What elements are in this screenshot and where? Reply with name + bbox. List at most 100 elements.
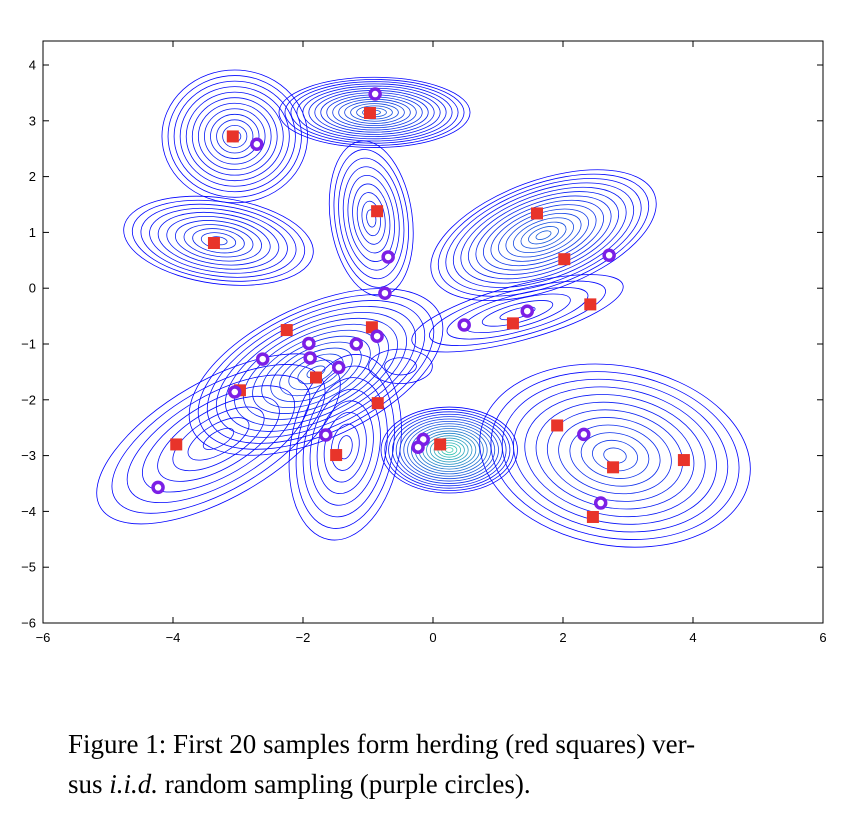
caption-line-1: Figure 1: First 20 samples form herding … bbox=[68, 729, 696, 759]
x-tick-label: 4 bbox=[689, 630, 696, 645]
contour-line bbox=[535, 401, 695, 510]
contour-line bbox=[498, 208, 589, 262]
contour-line bbox=[513, 386, 717, 525]
contour-line bbox=[446, 287, 589, 340]
contour-line bbox=[569, 424, 661, 487]
contour-line bbox=[380, 406, 518, 494]
contour-line bbox=[460, 186, 627, 284]
random-sample-circle bbox=[332, 360, 346, 375]
contour-line bbox=[185, 91, 284, 182]
random-sample-circle bbox=[319, 428, 333, 442]
contour-line bbox=[309, 388, 381, 506]
herding-sample-square bbox=[310, 371, 322, 384]
contour-line bbox=[558, 417, 672, 495]
contour-line bbox=[222, 124, 248, 148]
contour-line bbox=[111, 364, 326, 514]
contour-line bbox=[481, 300, 554, 327]
contour-line bbox=[445, 447, 454, 453]
contour-line bbox=[172, 406, 265, 472]
contour-line bbox=[210, 113, 260, 159]
caption-text: sus bbox=[68, 769, 110, 799]
herding-sample-square bbox=[607, 461, 620, 474]
contour-line bbox=[338, 157, 405, 280]
contour-line bbox=[505, 212, 582, 258]
contour-line bbox=[140, 203, 297, 278]
x-tick-label: 0 bbox=[429, 630, 436, 645]
contour-line bbox=[403, 420, 496, 480]
contour-line bbox=[366, 209, 377, 228]
random-sample-circle bbox=[381, 250, 395, 264]
herding-sample-square bbox=[226, 130, 239, 143]
contour-line bbox=[296, 83, 453, 142]
contour-line bbox=[288, 354, 402, 541]
contour-line bbox=[328, 140, 414, 297]
herding-sample-square bbox=[506, 317, 519, 330]
contour-line bbox=[467, 191, 620, 280]
contour-line bbox=[445, 178, 642, 293]
contour-line bbox=[410, 425, 488, 475]
contour-line bbox=[479, 363, 751, 548]
x-tick-label: 2 bbox=[559, 630, 566, 645]
contour-line bbox=[179, 86, 290, 187]
contour-line bbox=[528, 226, 559, 245]
contour-line bbox=[216, 119, 254, 154]
random-sample-circle bbox=[151, 480, 165, 495]
contour-line bbox=[524, 394, 706, 518]
contour-line bbox=[342, 166, 400, 271]
contour-line bbox=[234, 317, 398, 426]
contour-line bbox=[490, 371, 740, 540]
random-sample-circle bbox=[602, 248, 616, 263]
y-tick-label: 1 bbox=[29, 225, 36, 240]
contour-line bbox=[429, 437, 469, 463]
herding-sample-square bbox=[170, 438, 183, 451]
contour-line bbox=[187, 417, 250, 461]
herding-sample-square bbox=[434, 438, 447, 451]
contour-line bbox=[252, 329, 380, 414]
random-sample-circle bbox=[303, 351, 317, 365]
random-sample-circle bbox=[349, 337, 364, 351]
contour-line bbox=[347, 174, 395, 262]
contour-line bbox=[243, 323, 389, 420]
y-tick-label: 3 bbox=[29, 113, 36, 128]
contour-line bbox=[437, 173, 650, 297]
random-sample-circle bbox=[593, 496, 608, 510]
random-sample-circle bbox=[368, 87, 382, 101]
contour-line bbox=[356, 105, 393, 120]
density-contours bbox=[96, 69, 751, 548]
herding-sample-square bbox=[531, 207, 543, 220]
contour-line bbox=[302, 85, 447, 140]
contour-line bbox=[513, 217, 574, 254]
contour-line bbox=[149, 207, 288, 274]
y-tick-label: −5 bbox=[21, 560, 36, 575]
caption-line-2: sus i.i.d. random sampling (purple circl… bbox=[68, 764, 828, 804]
herding-sample-square bbox=[551, 419, 564, 432]
herding-sample-square bbox=[371, 205, 384, 218]
contour-line bbox=[344, 101, 405, 124]
y-tick-label: 4 bbox=[29, 58, 36, 73]
contour-line bbox=[391, 413, 507, 487]
contour-line bbox=[191, 97, 278, 176]
y-tick-label: 2 bbox=[29, 169, 36, 184]
contour-line bbox=[475, 195, 612, 275]
random-sample-circle bbox=[411, 440, 425, 454]
contour-line bbox=[411, 274, 624, 353]
contour-line bbox=[426, 435, 473, 465]
contour-line bbox=[302, 377, 388, 518]
contour-scatter-plot: −6 −4 −2 0 2 4 6 4 3 2 1 0 −1 −2 −3 −4 −5 −6 bbox=[21, 40, 827, 645]
contour-line bbox=[520, 221, 567, 249]
contour-line bbox=[546, 409, 684, 502]
herding-sample-square bbox=[558, 253, 571, 266]
contour-line bbox=[580, 432, 650, 479]
random-sample-circle bbox=[302, 336, 316, 351]
contour-line bbox=[175, 220, 262, 262]
contour-line bbox=[197, 102, 272, 171]
caption-italic: i.i.d. bbox=[109, 769, 159, 799]
contour-line bbox=[131, 199, 306, 282]
contour-line bbox=[430, 169, 657, 301]
x-tick-label: −6 bbox=[36, 630, 51, 645]
contour-line bbox=[270, 341, 362, 403]
contour-line bbox=[490, 204, 597, 267]
contour-line bbox=[197, 294, 435, 450]
contour-line bbox=[173, 80, 296, 193]
contour-line bbox=[157, 395, 280, 482]
